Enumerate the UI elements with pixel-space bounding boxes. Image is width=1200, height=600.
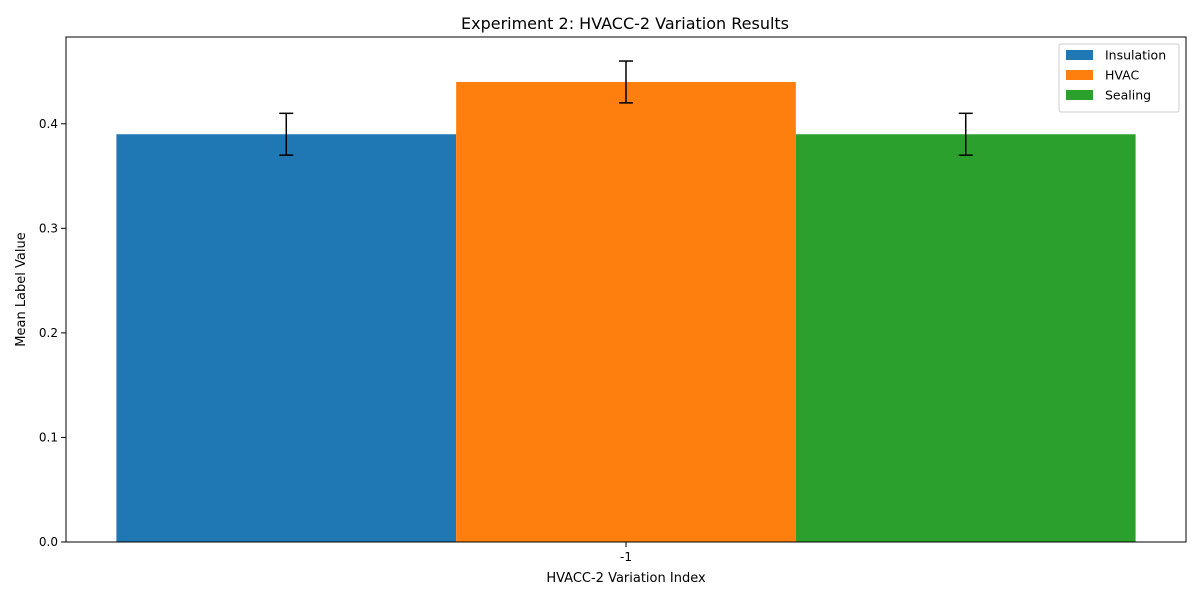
- y-axis-label: Mean Label Value: [14, 232, 29, 346]
- error-bars-group: [279, 60, 973, 156]
- legend-label-sealing: Sealing: [1105, 88, 1151, 103]
- y-tick-label: 0.3: [39, 221, 58, 235]
- y-tick-label: 0.4: [39, 117, 58, 131]
- y-axis-ticks: 0.0 0.1 0.2 0.3 0.4: [39, 117, 66, 549]
- y-tick-label: 0.2: [39, 326, 58, 340]
- y-tick-label: 0.0: [39, 535, 58, 549]
- legend-swatch-hvac: [1066, 70, 1093, 80]
- bars-group: [116, 81, 1136, 543]
- chart-title: Experiment 2: HVACC-2 Variation Results: [461, 14, 789, 33]
- legend: Insulation HVAC Sealing: [1058, 43, 1180, 113]
- bar-hvac: [456, 81, 796, 543]
- x-axis-ticks: -1: [620, 542, 632, 564]
- x-axis-label: HVACC-2 Variation Index: [546, 571, 706, 586]
- bar-sealing: [795, 134, 1136, 542]
- legend-label-insulation: Insulation: [1105, 48, 1166, 63]
- legend-swatch-insulation: [1066, 50, 1093, 60]
- legend-swatch-sealing: [1066, 90, 1093, 100]
- x-tick-label: -1: [620, 550, 632, 564]
- legend-label-hvac: HVAC: [1105, 68, 1139, 83]
- bar-insulation: [116, 134, 457, 542]
- y-tick-label: 0.1: [39, 430, 58, 444]
